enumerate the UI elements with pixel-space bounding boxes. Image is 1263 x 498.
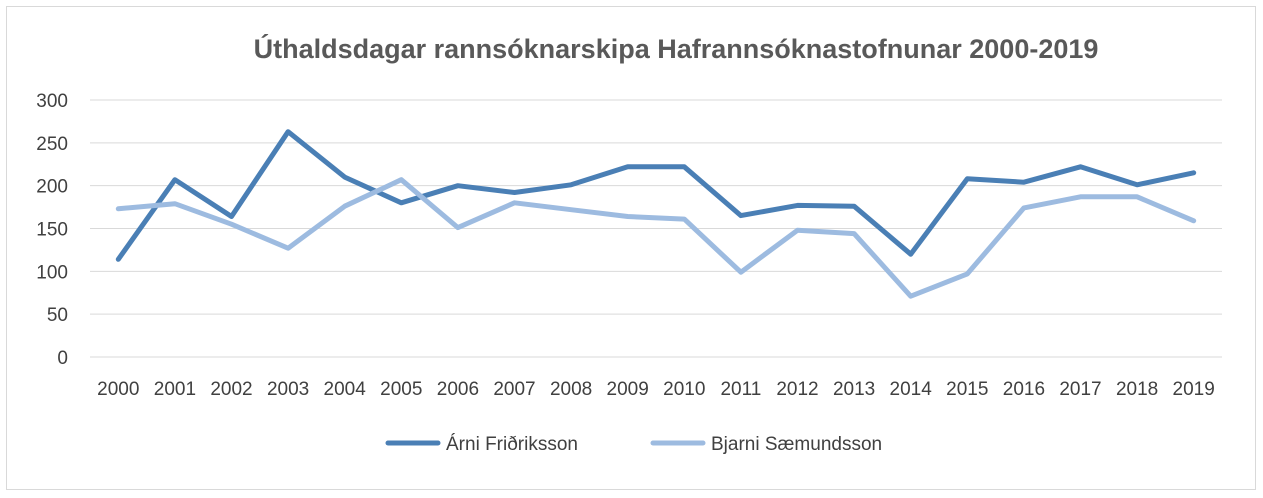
x-axis-ticks: 2000 2001 2002 2003 2004 2005 2006 2007 2008 2009… — [97, 379, 1215, 400]
x-tick-label: 2001 — [154, 379, 196, 400]
series-line-2 — [115, 177, 1197, 299]
x-tick-label: 2007 — [493, 379, 535, 400]
x-tick-label: 2018 — [1116, 379, 1158, 400]
x-tick-label: 2012 — [776, 379, 818, 400]
series-line-1 — [115, 129, 1197, 262]
gridlines — [90, 99, 1222, 358]
x-tick-label: 2009 — [607, 379, 649, 400]
x-tick-label: 2003 — [267, 379, 309, 400]
x-tick-label: 2010 — [663, 379, 705, 400]
x-tick-label: 2004 — [324, 379, 367, 400]
legend: Árni Friðriksson Bjarni Sæmundsson — [385, 434, 882, 455]
x-tick-label: 2014 — [890, 379, 933, 400]
x-tick-label: 2008 — [550, 379, 592, 400]
x-tick-label: 2011 — [720, 379, 761, 400]
chart-frame — [6, 6, 1256, 490]
legend-label: Bjarni Sæmundsson — [711, 434, 882, 455]
x-tick-label: 2016 — [1003, 379, 1045, 400]
legend-label: Árni Friðriksson — [446, 434, 578, 455]
x-tick-label: 2000 — [97, 379, 139, 400]
x-tick-label: 2013 — [833, 379, 875, 400]
y-tick-label: 50 — [47, 305, 68, 326]
series-lines — [115, 129, 1197, 299]
y-tick-label: 0 — [57, 348, 68, 369]
chart-title: Úthaldsdagar rannsóknarskipa Hafrannsókn… — [254, 33, 1099, 64]
y-tick-label: 200 — [36, 177, 68, 198]
y-tick-label: 250 — [36, 134, 68, 155]
x-tick-label: 2002 — [210, 379, 252, 400]
y-axis-ticks: 0 50 100 150 200 250 300 — [36, 91, 68, 369]
x-tick-label: 2015 — [946, 379, 988, 400]
x-tick-label: 2005 — [380, 379, 422, 400]
y-tick-label: 300 — [36, 91, 68, 112]
y-tick-label: 150 — [36, 220, 68, 241]
x-tick-label: 2017 — [1059, 379, 1101, 400]
x-tick-label: 2006 — [437, 379, 479, 400]
y-tick-label: 100 — [36, 262, 68, 283]
x-tick-label: 2019 — [1173, 379, 1215, 400]
